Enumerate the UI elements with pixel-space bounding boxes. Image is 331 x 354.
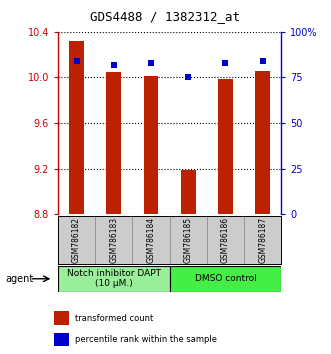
Bar (69, 41, 84, 214)
Text: GSM786184: GSM786184 (147, 217, 156, 263)
Bar (181, 170, 196, 214)
Text: transformed count: transformed count (75, 314, 153, 323)
Text: percentile rank within the sample: percentile rank within the sample (75, 335, 217, 344)
Bar (144, 76, 159, 214)
Bar (132, 216, 169, 264)
Bar (169, 266, 281, 292)
Text: GDS4488 / 1382312_at: GDS4488 / 1382312_at (90, 10, 241, 23)
Bar (54, 333, 70, 346)
Text: GSM786186: GSM786186 (221, 217, 230, 263)
Bar (207, 216, 244, 264)
Text: GSM786185: GSM786185 (184, 217, 193, 263)
Text: agent: agent (5, 274, 33, 284)
Bar (54, 312, 70, 325)
Bar (58, 266, 169, 292)
Text: Notch inhibitor DAPT
(10 μM.): Notch inhibitor DAPT (10 μM.) (67, 269, 161, 289)
Bar (58, 216, 95, 264)
Text: DMSO control: DMSO control (195, 274, 257, 283)
Text: GSM786187: GSM786187 (258, 217, 267, 263)
Text: GSM786183: GSM786183 (109, 217, 118, 263)
Bar (95, 216, 132, 264)
Bar (169, 216, 207, 264)
Bar (106, 72, 121, 214)
Bar (255, 70, 270, 214)
Bar (244, 216, 281, 264)
Bar (218, 79, 233, 214)
Text: GSM786182: GSM786182 (72, 217, 81, 263)
